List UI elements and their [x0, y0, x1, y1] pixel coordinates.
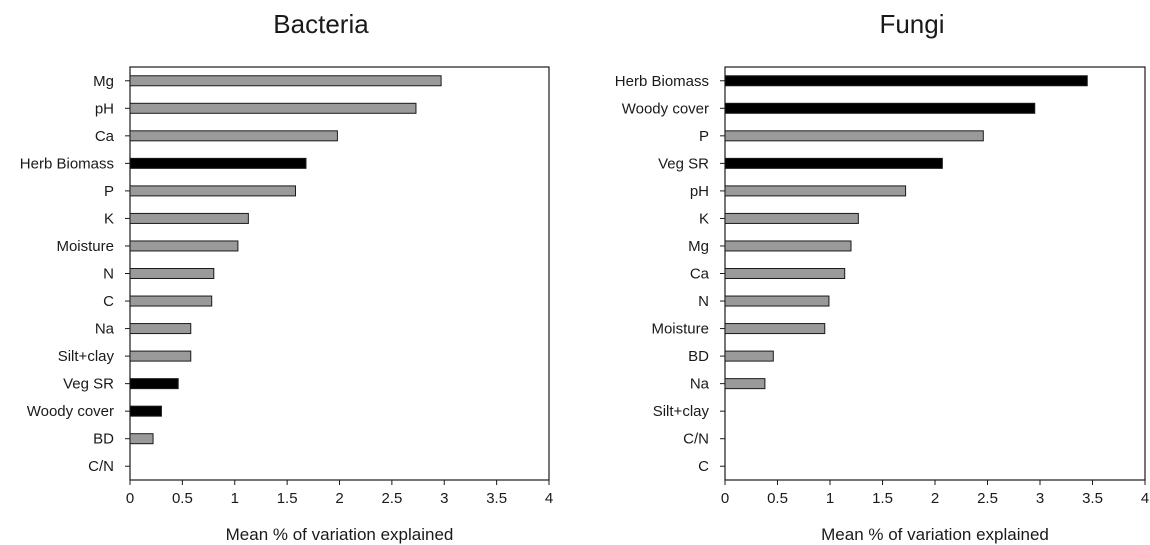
bacteria-x-tick-label: 2 [335, 490, 343, 507]
fungi-x-tick-label: 4 [1141, 490, 1149, 507]
fungi-category-label-moisture: Moisture [651, 321, 709, 338]
bacteria-bar-k [129, 212, 249, 224]
bacteria-x-tick-label: 1 [231, 490, 239, 507]
bacteria-x-tick-label: 0.5 [172, 490, 193, 507]
bacteria-x-tick-label: 2.5 [381, 490, 402, 507]
bacteria-bar-p [129, 185, 297, 197]
bacteria-category-label-p: P [104, 183, 114, 200]
bacteria-category-label-mg: Mg [93, 73, 114, 90]
bacteria-bar-woody-cover [129, 405, 162, 417]
fungi-x-tick-label: 2 [931, 490, 939, 507]
bacteria-bar-c [129, 295, 213, 307]
bacteria-category-label-silt-clay: Silt+clay [58, 348, 115, 365]
fungi-bar-mg [724, 240, 852, 252]
fungi-bar-bd [724, 350, 774, 362]
fungi-chart-title: Fungi [879, 9, 944, 39]
fungi-category-label-woody-cover: Woody cover [622, 100, 709, 117]
bacteria-category-label-k: K [104, 210, 114, 227]
fungi-x-tick-label: 1 [826, 490, 834, 507]
fungi-category-label-k: K [699, 210, 709, 227]
bacteria-category-label-n: N [103, 266, 114, 283]
fungi-x-tick-label: 3 [1036, 490, 1044, 507]
fungi-x-axis-title: Mean % of variation explained [821, 525, 1049, 544]
fungi-category-label-n: N [698, 293, 709, 310]
fungi-category-label-herb-biomass: Herb Biomass [615, 73, 709, 90]
fungi-bar-moisture [724, 323, 826, 335]
fungi-bar-k [724, 212, 859, 224]
bacteria-bar-herb-biomass [129, 157, 307, 169]
bacteria-bar-ph [129, 102, 417, 114]
fungi-category-label-na: Na [690, 376, 710, 393]
fungi-x-tick-label: 2.5 [977, 490, 998, 507]
bacteria-category-label-c: C [103, 293, 114, 310]
bacteria-category-label-woody-cover: Woody cover [27, 403, 114, 420]
bacteria-x-tick-label: 3.5 [486, 490, 507, 507]
bacteria-bar-n [129, 268, 215, 279]
fungi-x-tick-label: 0 [721, 490, 729, 507]
bacteria-category-label-c-n: C/N [88, 458, 114, 475]
fungi-category-label-ph: pH [690, 183, 709, 200]
bacteria-category-label-ph: pH [95, 100, 114, 117]
bacteria-x-tick-label: 4 [545, 490, 553, 507]
bacteria-x-axis-title: Mean % of variation explained [226, 525, 454, 544]
fungi-category-label-c: C [698, 458, 709, 475]
fungi-panel: Fungi 0 0.5 1 1.5 2 2.5 3 3.5 4 Mean % of variatio… [615, 9, 1149, 544]
fungi-bar-p [724, 130, 984, 142]
bacteria-category-label-bd: BD [93, 431, 114, 448]
bacteria-panel: Bacteria 0 0.5 1 1.5 2 2.5 3 3.5 4 Mean % of varia… [20, 9, 553, 544]
fungi-x-tick-label: 0.5 [767, 490, 788, 507]
bacteria-category-label-veg-sr: Veg SR [63, 376, 114, 393]
bacteria-category-label-moisture: Moisture [56, 238, 114, 255]
bacteria-bar-moisture [129, 240, 239, 252]
fungi-category-label-bd: BD [688, 348, 709, 365]
fungi-category-label-ca: Ca [690, 266, 710, 283]
bacteria-bar-silt-clay [129, 350, 192, 362]
fungi-category-label-silt-clay: Silt+clay [653, 403, 710, 420]
bacteria-x-tick-label: 0 [126, 490, 134, 507]
bacteria-category-label-herb-biomass: Herb Biomass [20, 155, 114, 172]
bacteria-bar-veg-sr [129, 378, 179, 390]
bacteria-bar-na [129, 323, 192, 335]
fungi-bar-n [724, 295, 830, 307]
fungi-bar-na [724, 378, 766, 390]
fungi-category-label-mg: Mg [688, 238, 709, 255]
fungi-bar-ph [724, 185, 907, 197]
bacteria-bar-mg [129, 75, 442, 87]
fungi-bar-woody-cover [724, 102, 1036, 114]
fungi-category-label-p: P [699, 128, 709, 145]
bacteria-x-tick-label: 3 [440, 490, 448, 507]
bacteria-chart-title: Bacteria [273, 9, 369, 39]
bacteria-category-label-na: Na [95, 321, 115, 338]
fungi-x-tick-label: 1.5 [872, 490, 893, 507]
fungi-bar-ca [724, 268, 846, 279]
fungi-category-label-c-n: C/N [683, 431, 709, 448]
fungi-category-label-veg-sr: Veg SR [658, 155, 709, 172]
bacteria-x-tick-label: 1.5 [277, 490, 298, 507]
fungi-bar-herb-biomass [724, 75, 1088, 87]
fungi-bar-veg-sr [724, 157, 943, 169]
bacteria-category-label-ca: Ca [95, 128, 115, 145]
bacteria-bar-ca [129, 130, 338, 142]
fungi-x-tick-label: 3.5 [1082, 490, 1103, 507]
bacteria-bar-bd [129, 433, 154, 445]
